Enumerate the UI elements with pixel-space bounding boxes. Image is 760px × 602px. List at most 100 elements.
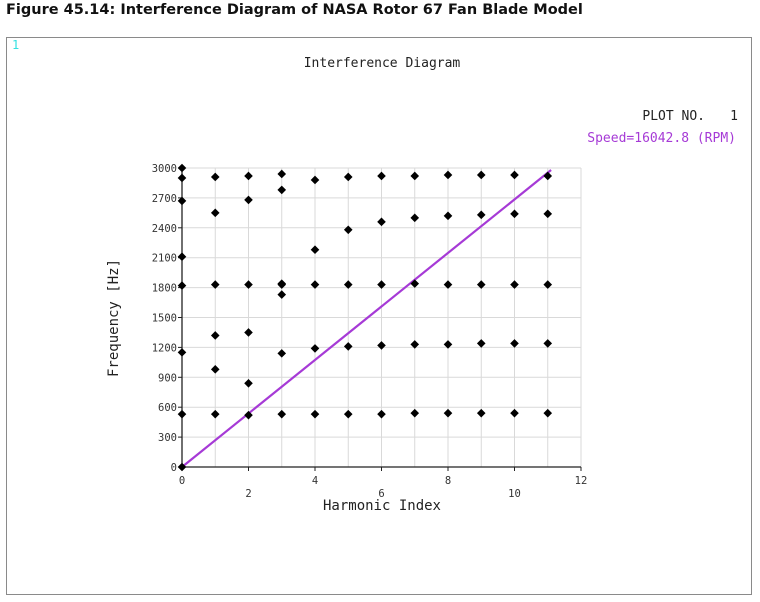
- data-point: [310, 344, 320, 353]
- data-point: [177, 281, 187, 290]
- data-point: [510, 209, 519, 219]
- x-tick-label: 12: [575, 475, 588, 487]
- x-tick-label: 4: [312, 475, 318, 487]
- y-tick-label: 600: [158, 402, 177, 414]
- data-point: [543, 339, 553, 348]
- y-tick-label: 0: [171, 462, 177, 474]
- data-point: [476, 339, 486, 348]
- data-point: [476, 280, 486, 289]
- data-point: [476, 408, 486, 418]
- y-tick-label: 2400: [152, 223, 177, 235]
- data-point: [244, 328, 253, 337]
- data-point: [177, 173, 187, 183]
- data-point: [310, 175, 320, 185]
- data-point: [343, 280, 353, 289]
- data-point: [310, 245, 320, 255]
- data-point: [177, 462, 187, 472]
- data-point: [510, 408, 519, 418]
- data-point: [277, 409, 287, 419]
- data-point: [377, 409, 386, 419]
- data-point: [310, 409, 320, 419]
- data-point: [210, 280, 220, 289]
- data-point: [377, 217, 386, 227]
- data-point: [244, 280, 253, 289]
- data-point: [343, 409, 353, 419]
- y-axis-label: Frequency [Hz]: [106, 259, 122, 377]
- data-point: [277, 349, 287, 358]
- y-tick-label: 2700: [152, 193, 177, 205]
- data-point: [343, 342, 353, 351]
- data-point: [210, 331, 220, 340]
- data-point: [177, 163, 187, 173]
- data-point: [543, 280, 553, 289]
- data-point: [543, 209, 553, 219]
- data-point: [410, 213, 420, 223]
- data-point: [210, 208, 220, 218]
- chart-title: Interference Diagram: [304, 56, 461, 71]
- data-point: [244, 410, 253, 420]
- y-tick-label: 900: [158, 372, 177, 384]
- x-tick-label: 6: [378, 488, 384, 500]
- data-point: [343, 225, 353, 235]
- data-point: [177, 409, 187, 419]
- data-point: [277, 290, 287, 299]
- y-tick-label: 2100: [152, 253, 177, 265]
- data-point: [443, 280, 453, 289]
- x-tick-labels: 0 2 4 6 8 10 12: [179, 475, 587, 500]
- data-point: [277, 169, 287, 179]
- data-point: [210, 172, 220, 182]
- y-tick-label: 1500: [152, 313, 177, 325]
- y-tick-label: 1800: [152, 283, 177, 295]
- y-tick-label: 1200: [152, 342, 177, 354]
- data-point: [443, 170, 453, 180]
- data-point: [177, 252, 187, 262]
- data-point: [410, 279, 420, 288]
- data-point: [476, 210, 486, 220]
- data-point: [177, 348, 187, 357]
- figure-caption: Figure 45.14: Interference Diagram of NA…: [6, 2, 583, 18]
- data-point: [210, 365, 220, 374]
- y-tick-label: 3000: [152, 163, 177, 175]
- x-tick-label: 10: [508, 488, 521, 500]
- data-point: [443, 340, 453, 349]
- data-points: [177, 163, 553, 472]
- data-point: [177, 196, 187, 206]
- data-point: [543, 171, 553, 181]
- data-point: [410, 171, 420, 181]
- y-tick-label: 300: [158, 432, 177, 444]
- x-tick-label: 8: [445, 475, 451, 487]
- data-point: [377, 171, 386, 181]
- x-tick-label: 2: [245, 488, 251, 500]
- data-point: [543, 408, 553, 418]
- data-point: [443, 211, 453, 221]
- y-tick-labels: 0 300 600 900 1200 1500 1800 2100 2400 2700 3000: [152, 163, 177, 474]
- data-point: [410, 340, 420, 349]
- x-axis-label: Harmonic Index: [323, 498, 441, 514]
- data-point: [476, 170, 486, 180]
- axes: [178, 167, 582, 471]
- data-point: [244, 378, 253, 388]
- data-point: [277, 185, 287, 195]
- plot-number-label: PLOT NO.: [642, 109, 705, 124]
- data-point: [377, 280, 386, 289]
- data-point: [244, 195, 253, 205]
- data-point: [510, 339, 519, 348]
- window-number: 1: [12, 38, 20, 52]
- plot-window: [6, 37, 752, 595]
- data-point: [244, 171, 253, 181]
- x-tick-label: 0: [179, 475, 185, 487]
- data-point: [377, 341, 386, 350]
- plot-number-value: 1: [730, 109, 738, 124]
- data-point: [210, 409, 220, 419]
- data-point: [510, 170, 519, 180]
- data-point: [510, 280, 519, 289]
- grid-lines: [182, 167, 582, 467]
- speed-annotation: Speed=16042.8 (RPM): [587, 131, 736, 146]
- data-point: [310, 280, 320, 289]
- data-point: [277, 280, 287, 289]
- data-point: [443, 408, 453, 418]
- speed-line: [181, 169, 552, 468]
- data-point: [343, 172, 353, 182]
- speed-line-layer: [181, 169, 552, 468]
